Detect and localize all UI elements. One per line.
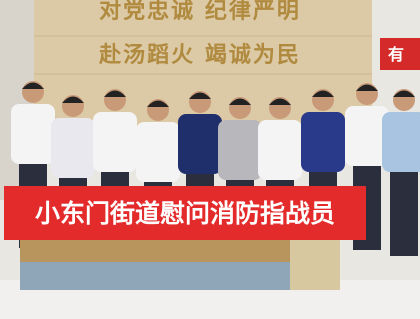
box-side [290, 240, 340, 290]
photo: 对党忠诚 纪律严明 赴汤蹈火 竭诚为民 有 小东门街道慰问消防指战员 [0, 0, 420, 319]
shirt [218, 120, 262, 180]
shirt [258, 120, 302, 180]
wall-slogan: 赴汤蹈火 竭诚为民 [98, 42, 301, 68]
shirt [301, 112, 345, 172]
page: {"wall": {"line1": "对党忠诚 纪律严明", "line2":… [0, 0, 420, 319]
shirt [178, 114, 222, 174]
shirt [51, 118, 95, 178]
shirt [382, 112, 420, 172]
wall-slogan: 对党忠诚 纪律严明 [99, 0, 301, 24]
sign-text: 有 [388, 45, 404, 64]
shirt [11, 104, 55, 164]
shirt [93, 112, 137, 172]
shirt [136, 122, 180, 182]
banner-text: 小东门街道慰问消防指战员 [35, 199, 335, 228]
